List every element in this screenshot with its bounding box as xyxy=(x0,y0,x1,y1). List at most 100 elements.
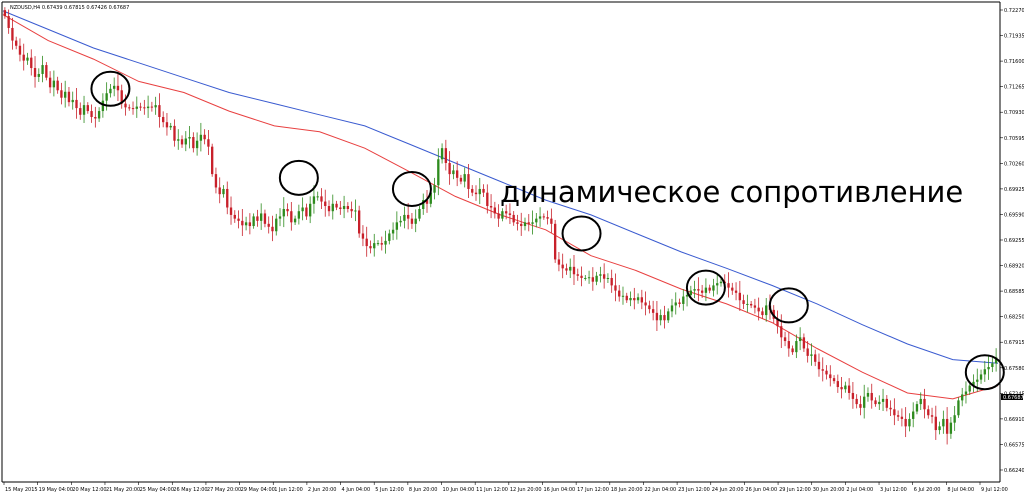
candle xyxy=(143,99,146,115)
candle xyxy=(218,177,221,204)
x-tick-label: 1 Jun 12:00 xyxy=(274,487,303,493)
x-tick-label: 11 Jun 12:00 xyxy=(476,487,508,493)
candle xyxy=(440,143,444,164)
candle xyxy=(621,286,625,305)
candle xyxy=(403,206,406,229)
candle xyxy=(357,205,361,238)
candle xyxy=(663,305,666,329)
candle xyxy=(248,213,252,235)
candle xyxy=(471,185,474,197)
candle xyxy=(576,268,579,281)
candle xyxy=(636,293,640,304)
candle xyxy=(309,196,312,224)
y-tick-label: 0.66240 xyxy=(1004,468,1024,474)
candle xyxy=(260,203,263,230)
candle xyxy=(139,102,142,111)
candle xyxy=(783,331,787,347)
candle xyxy=(388,229,391,245)
ma-fast-line xyxy=(2,14,999,400)
x-tick-label: 30 Jun 20:00 xyxy=(813,487,845,493)
candle xyxy=(158,93,161,128)
candle xyxy=(380,236,383,251)
candle xyxy=(410,212,414,229)
resistance-circle xyxy=(278,159,319,196)
candle xyxy=(504,204,508,220)
plot-area xyxy=(1,1,1001,483)
candle xyxy=(437,148,440,196)
candle xyxy=(15,36,18,50)
candle xyxy=(565,263,568,275)
x-tick-label: 15 May 2015 xyxy=(5,487,38,493)
candle xyxy=(52,70,56,97)
candle xyxy=(150,101,154,112)
candle xyxy=(18,38,22,62)
candle xyxy=(395,211,399,240)
candle xyxy=(256,209,259,227)
candle xyxy=(972,374,975,393)
candle xyxy=(531,210,534,235)
candle xyxy=(915,401,919,415)
candle xyxy=(550,208,553,233)
x-tick-label: 27 May 20:00 xyxy=(207,487,241,493)
candle xyxy=(795,334,798,359)
candle xyxy=(350,201,353,218)
annotation-text: динамическое сопротивление xyxy=(500,175,963,209)
candle xyxy=(682,289,685,311)
candle xyxy=(184,131,187,152)
candle xyxy=(618,284,621,302)
candle xyxy=(113,77,116,97)
y-tick-label: 0.71265 xyxy=(1004,85,1024,91)
candle xyxy=(229,196,233,225)
candle xyxy=(361,225,365,247)
candle xyxy=(776,310,779,334)
candle xyxy=(425,189,429,213)
candle xyxy=(821,357,824,382)
candle xyxy=(376,240,380,246)
candle xyxy=(761,307,764,319)
candle xyxy=(553,219,557,263)
candle xyxy=(659,309,662,326)
candle xyxy=(109,84,112,98)
candle xyxy=(599,266,602,283)
candle xyxy=(244,216,248,231)
candle xyxy=(282,197,285,228)
candle xyxy=(870,383,873,409)
candle xyxy=(855,394,858,409)
candle xyxy=(727,272,730,298)
candle xyxy=(482,184,485,197)
candle xyxy=(520,212,523,236)
candle xyxy=(384,230,387,254)
candle xyxy=(188,126,191,149)
candle xyxy=(994,348,998,372)
candle xyxy=(757,297,760,321)
candle xyxy=(881,388,885,411)
moving-average-layer xyxy=(2,10,999,400)
candle xyxy=(422,193,425,215)
y-tick-label: 0.70260 xyxy=(1004,161,1024,167)
candle xyxy=(753,298,757,314)
candle xyxy=(561,253,564,279)
x-tick-label: 18 Jun 20:00 xyxy=(611,487,643,493)
candle xyxy=(749,300,753,309)
candle xyxy=(297,204,301,225)
candle xyxy=(493,201,497,219)
x-tick-label: 16 Jun 04:00 xyxy=(543,487,575,493)
candle xyxy=(226,181,229,215)
x-tick-label: 4 Jun 04:00 xyxy=(342,487,371,493)
candle xyxy=(508,203,512,225)
x-tick-label: 6 Jul 20:00 xyxy=(914,487,941,493)
candle xyxy=(94,106,97,128)
candle xyxy=(79,102,82,120)
candle xyxy=(180,135,184,148)
candle xyxy=(614,273,617,302)
candle xyxy=(30,49,33,76)
candle xyxy=(674,292,677,315)
y-tick-label: 0.70595 xyxy=(1004,136,1024,142)
y-tick-label: 0.68920 xyxy=(1004,264,1024,270)
candle xyxy=(478,177,481,205)
candle xyxy=(535,212,538,228)
candle xyxy=(942,410,945,434)
candle xyxy=(128,104,131,111)
candle xyxy=(919,392,922,410)
candle xyxy=(365,226,368,257)
